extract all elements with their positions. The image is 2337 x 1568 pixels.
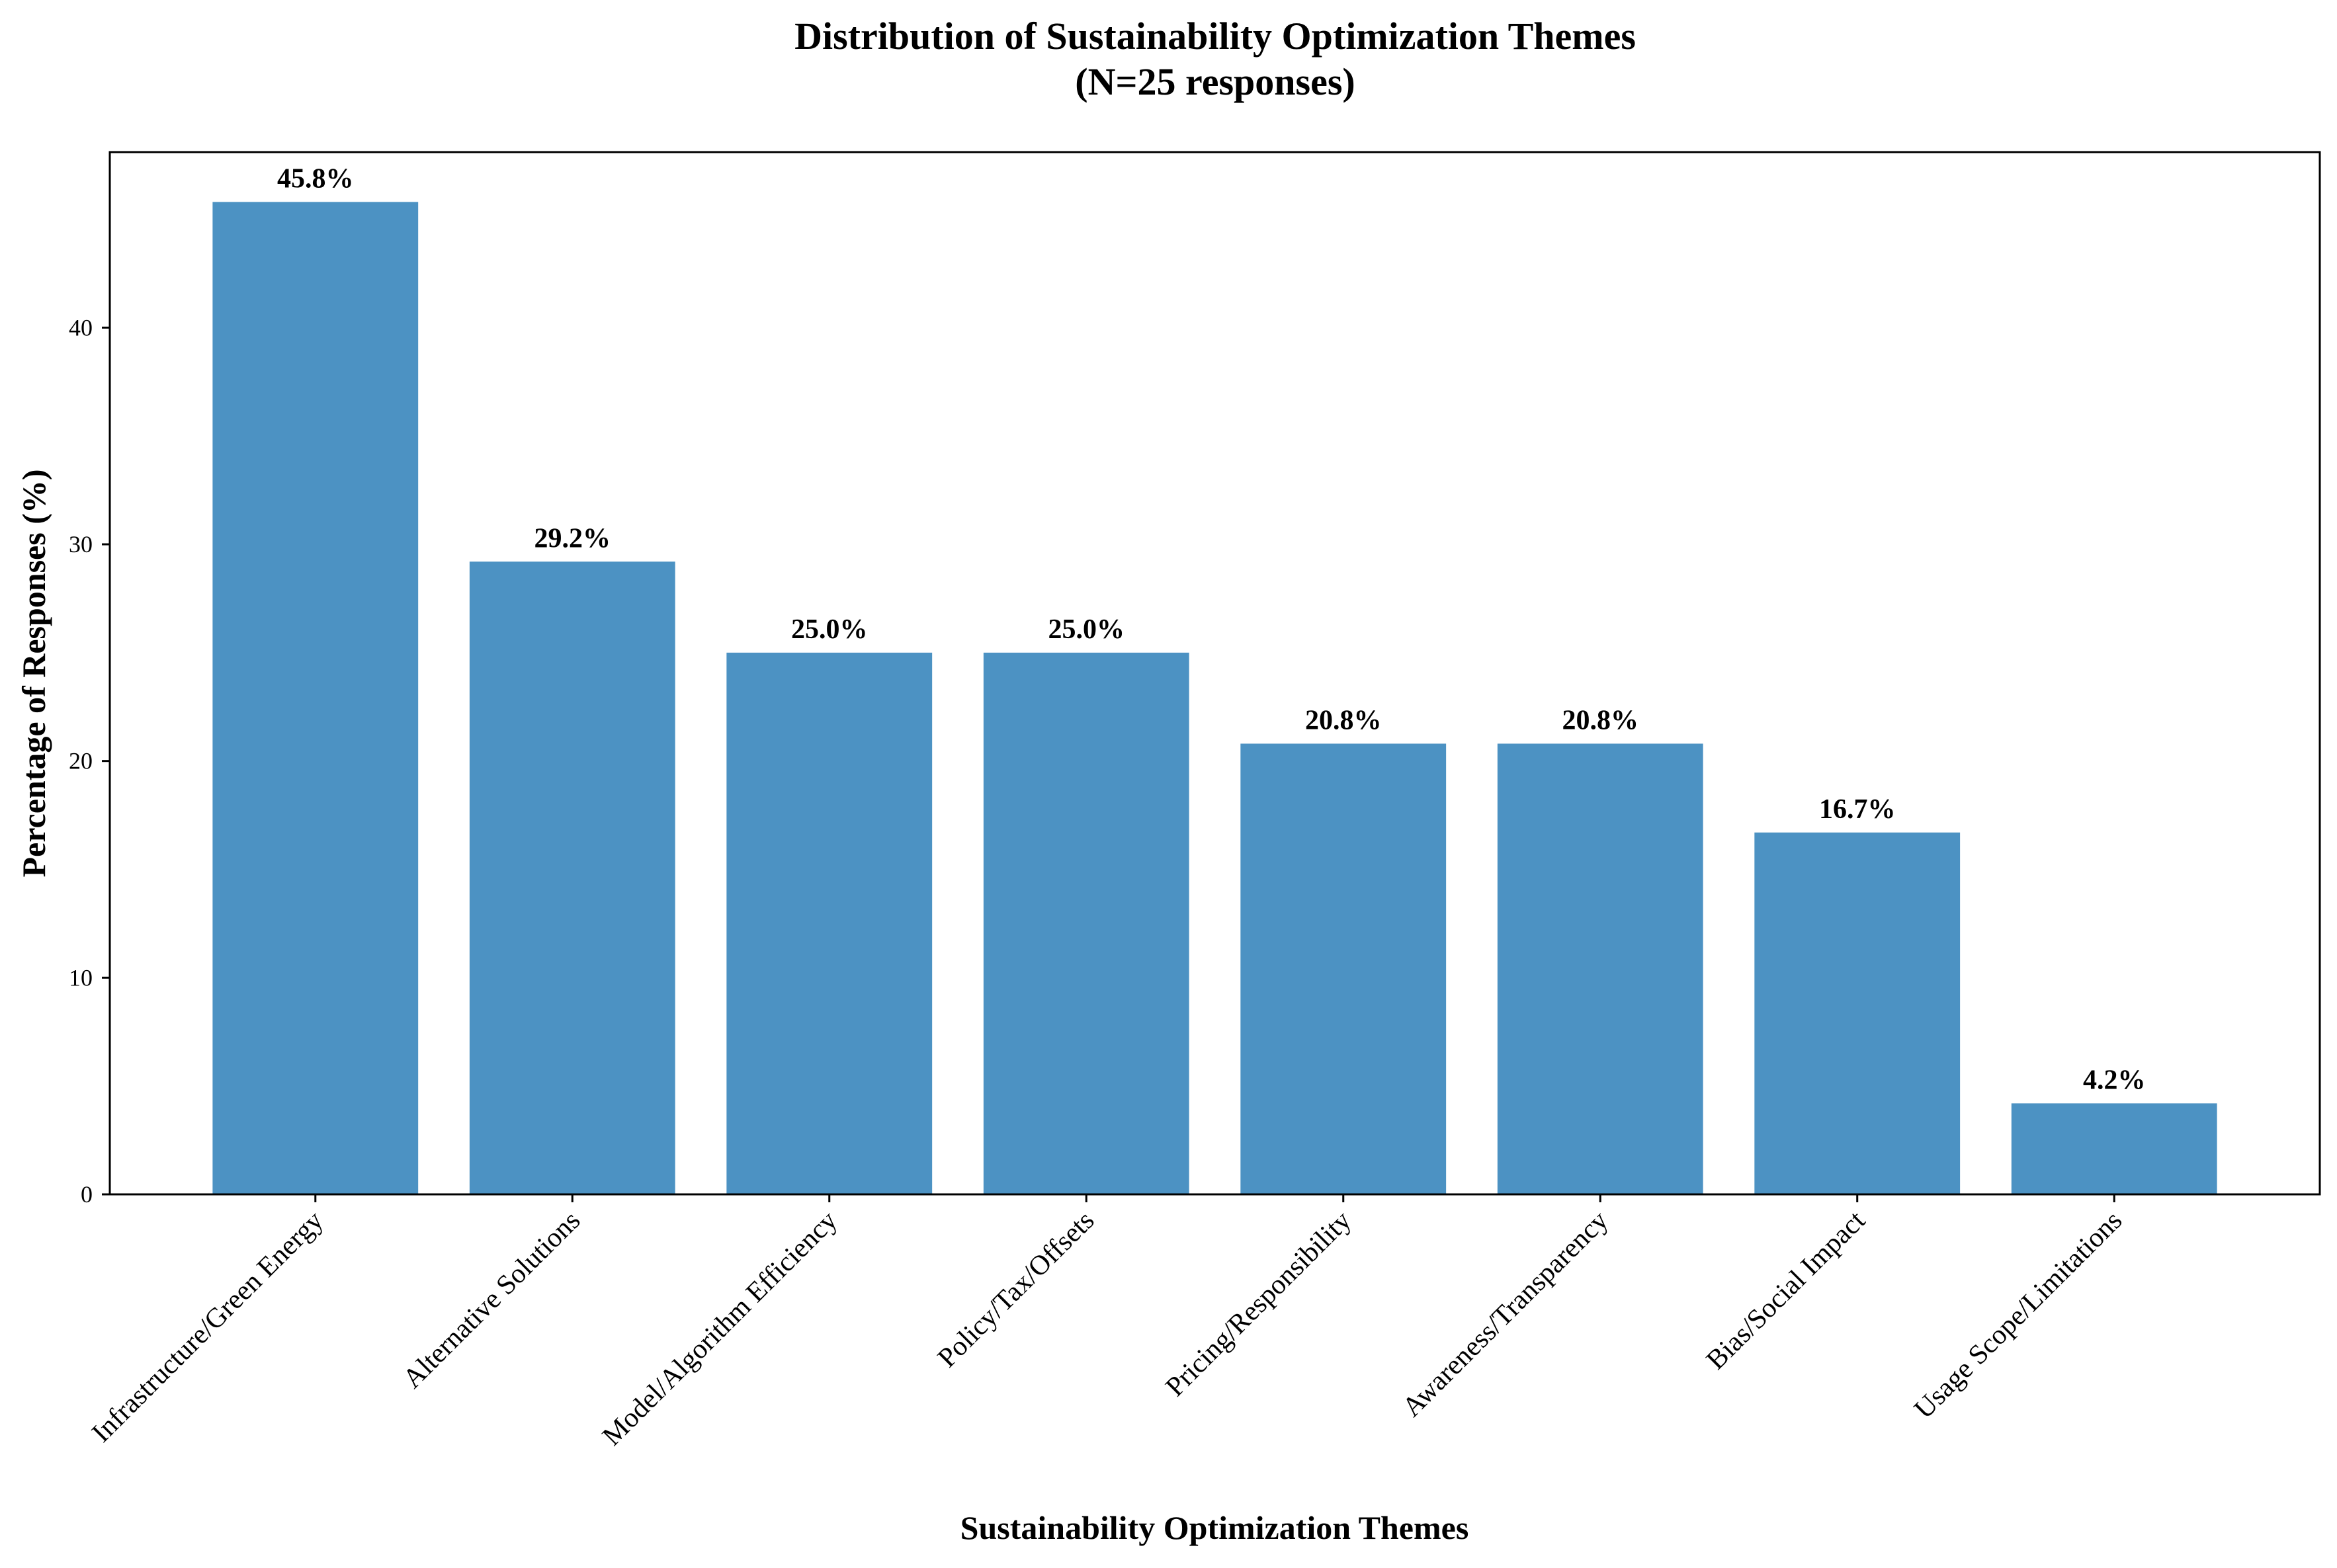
bar xyxy=(469,561,675,1194)
y-tick-label: 40 xyxy=(69,314,93,341)
bar-value-label: 45.8% xyxy=(277,163,354,194)
bar xyxy=(1497,743,1703,1194)
bar xyxy=(1754,832,1961,1194)
x-tick-label: Bias/Social Impact xyxy=(1701,1205,1871,1376)
bar-value-label: 20.8% xyxy=(1305,705,1382,735)
bar xyxy=(2011,1103,2217,1194)
bar-group: 45.8% 29.2% 25.0% 25.0% 20.8% 20.8% 16.7% 4.2% xyxy=(212,163,2217,1195)
x-tick-label: Policy/Tax/Offsets xyxy=(932,1206,1100,1374)
bar-value-label: 29.2% xyxy=(534,523,611,554)
bar-value-label: 20.8% xyxy=(1562,705,1638,735)
bar xyxy=(726,652,933,1194)
chart-subtitle: (N=25 responses) xyxy=(1075,60,1355,103)
x-axis-label: Sustainability Optimization Themes xyxy=(960,1509,1469,1546)
x-axis-ticks: Infrastructure/Green Energy Alternative S… xyxy=(86,1194,2128,1452)
y-tick-label: 0 xyxy=(81,1181,93,1208)
x-tick-label: Pricing/Responsibility xyxy=(1160,1206,1357,1403)
y-tick-label: 20 xyxy=(69,748,93,774)
bar-value-label: 25.0% xyxy=(791,614,868,645)
y-axis-ticks: 0 10 20 30 40 xyxy=(69,314,110,1208)
y-tick-label: 30 xyxy=(69,531,93,557)
chart-title: Distribution of Sustainability Optimizat… xyxy=(794,15,1636,58)
bar xyxy=(983,652,1189,1194)
x-tick-label: Infrastructure/Green Energy xyxy=(86,1206,329,1449)
x-tick-label: Usage Scope/Limitations xyxy=(1908,1206,2128,1425)
plot-frame xyxy=(108,151,2321,1196)
bar xyxy=(212,202,419,1195)
x-tick-label: Awareness/Transparency xyxy=(1396,1206,1614,1423)
y-axis-label: Percentage of Responses (%) xyxy=(15,470,52,878)
bar-value-label: 4.2% xyxy=(2083,1065,2146,1095)
x-tick-label: Alternative Solutions xyxy=(398,1206,587,1395)
bar xyxy=(1240,743,1447,1194)
bar-value-label: 25.0% xyxy=(1048,614,1125,645)
bar-value-label: 16.7% xyxy=(1819,794,1896,825)
x-tick-label: Model/Algorithm Efficiency xyxy=(597,1206,843,1452)
y-tick-label: 10 xyxy=(69,964,93,991)
